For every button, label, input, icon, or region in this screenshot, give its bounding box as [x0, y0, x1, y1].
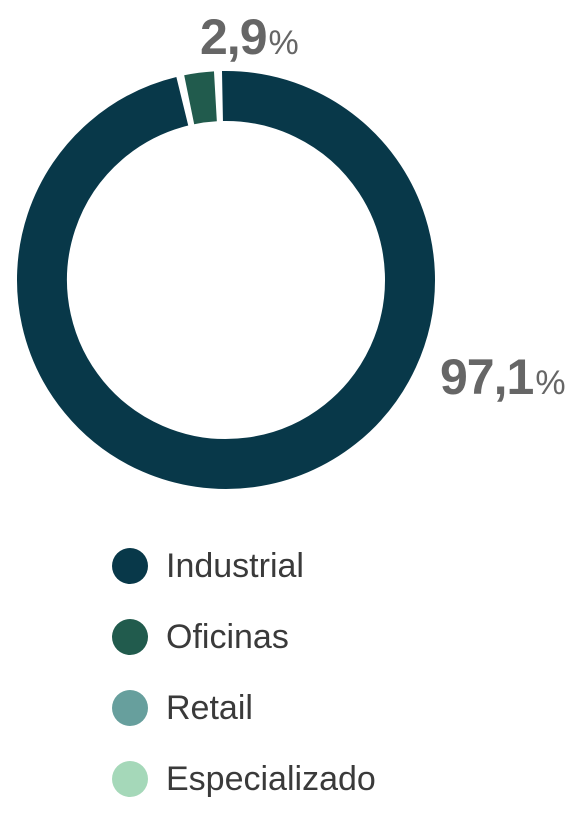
legend-swatch-oficinas	[112, 619, 148, 655]
legend-swatch-retail	[112, 690, 148, 726]
donut-chart	[17, 71, 435, 489]
data-label-oficinas: 2,9%	[200, 12, 299, 62]
data-label-industrial-value: 97,1	[440, 349, 534, 405]
chart-legend: Industrial Oficinas Retail Especializado	[112, 546, 376, 832]
data-label-industrial: 97,1%	[440, 352, 566, 402]
legend-label-industrial: Industrial	[166, 546, 304, 585]
data-label-oficinas-percent: %	[268, 24, 299, 62]
donut-slice-industrial	[17, 71, 435, 489]
legend-item-oficinas: Oficinas	[112, 617, 376, 656]
legend-swatch-especializado	[112, 761, 148, 797]
data-label-oficinas-value: 2,9	[200, 9, 268, 65]
legend-item-especializado: Especializado	[112, 759, 376, 798]
legend-label-retail: Retail	[166, 688, 253, 727]
data-label-industrial-percent: %	[535, 364, 566, 402]
legend-label-especializado: Especializado	[166, 759, 376, 798]
donut-slice-oficinas	[184, 71, 218, 125]
legend-swatch-industrial	[112, 548, 148, 584]
legend-label-oficinas: Oficinas	[166, 617, 289, 656]
legend-item-industrial: Industrial	[112, 546, 376, 585]
legend-item-retail: Retail	[112, 688, 376, 727]
